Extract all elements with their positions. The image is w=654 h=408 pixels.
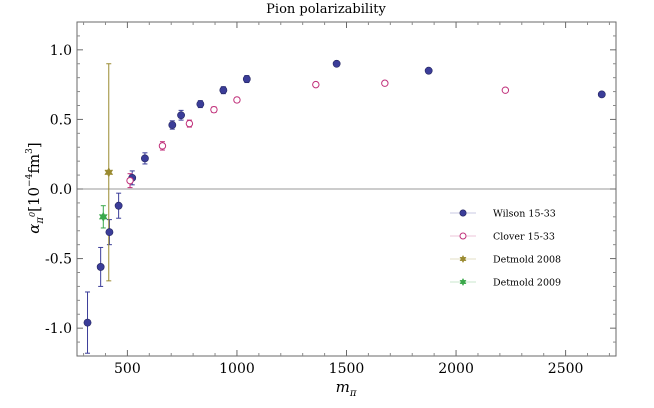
- point-wilson-15-33: [177, 111, 185, 120]
- legend-label: Detmold 2008: [493, 255, 561, 266]
- point-wilson-15-33: [105, 228, 114, 237]
- y-tick-label: 1.0: [50, 43, 72, 59]
- point-wilson-15-33: [242, 75, 251, 83]
- point-wilson-15-33: [114, 201, 123, 210]
- point-wilson-15-33: [83, 318, 92, 327]
- legend-item-detmold-2008: Detmold 2008: [450, 255, 561, 266]
- x-tick-label: 500: [114, 361, 141, 377]
- point-wilson-15-33: [597, 90, 606, 99]
- legend-item-clover-15-33: Clover 15-33: [450, 232, 555, 243]
- svg-text:mπ: mπ: [336, 378, 357, 399]
- legend-marker: [459, 277, 467, 287]
- y-axis-label: απ0[10−4fm3]: [25, 142, 46, 233]
- legend-marker: [459, 254, 467, 264]
- point-wilson-15-33: [219, 86, 228, 95]
- point-detmold-2008: [104, 167, 114, 178]
- point-detmold-2009: [98, 211, 108, 222]
- point-clover-15-33: [210, 105, 218, 114]
- x-tick-labels: 500 1000 1500 2000 2500: [114, 361, 583, 377]
- point-clover-15-33: [233, 96, 241, 104]
- x-tick-label: 2500: [548, 361, 584, 377]
- svg-text:απ0[10−4fm3]: απ0[10−4fm3]: [25, 142, 46, 233]
- x-tick-label: 2000: [438, 361, 474, 377]
- point-wilson-15-33: [141, 154, 149, 163]
- legend: Wilson 15-33 Clover 15-33 Detmold 2008 Detm…: [440, 198, 588, 289]
- legend-label: Detmold 2009: [493, 278, 561, 289]
- y-tick-labels: -1.0 -0.5 0.0 0.5 1.0: [45, 43, 72, 337]
- y-tick-label: 0.5: [50, 112, 72, 128]
- point-wilson-15-33: [168, 121, 177, 129]
- legend-marker: [459, 232, 467, 240]
- data-markers: [83, 59, 606, 327]
- y-tick-label: -1.0: [45, 321, 72, 337]
- point-clover-15-33: [501, 86, 510, 94]
- point-wilson-15-33: [196, 100, 205, 109]
- point-clover-15-33: [126, 176, 134, 185]
- legend-marker: [459, 209, 467, 217]
- x-tick-label: 1000: [219, 361, 255, 377]
- point-clover-15-33: [158, 142, 167, 150]
- legend-item-wilson-15-33: Wilson 15-33: [450, 209, 556, 220]
- x-axis-label: mπ: [336, 378, 357, 399]
- point-clover-15-33: [312, 80, 320, 89]
- point-clover-15-33: [381, 79, 389, 87]
- tick-layer: [77, 22, 616, 356]
- point-wilson-15-33: [424, 66, 433, 75]
- point-wilson-15-33: [332, 59, 341, 68]
- chart-title: Pion polarizability: [266, 2, 386, 17]
- legend-label: Clover 15-33: [493, 232, 555, 243]
- x-tick-label: 1500: [329, 361, 365, 377]
- legend-item-detmold-2009: Detmold 2009: [450, 278, 561, 289]
- point-wilson-15-33: [96, 263, 105, 271]
- y-tick-label: 0.0: [50, 182, 72, 198]
- legend-label: Wilson 15-33: [493, 209, 556, 220]
- point-clover-15-33: [185, 119, 194, 128]
- y-tick-label: -0.5: [45, 252, 72, 268]
